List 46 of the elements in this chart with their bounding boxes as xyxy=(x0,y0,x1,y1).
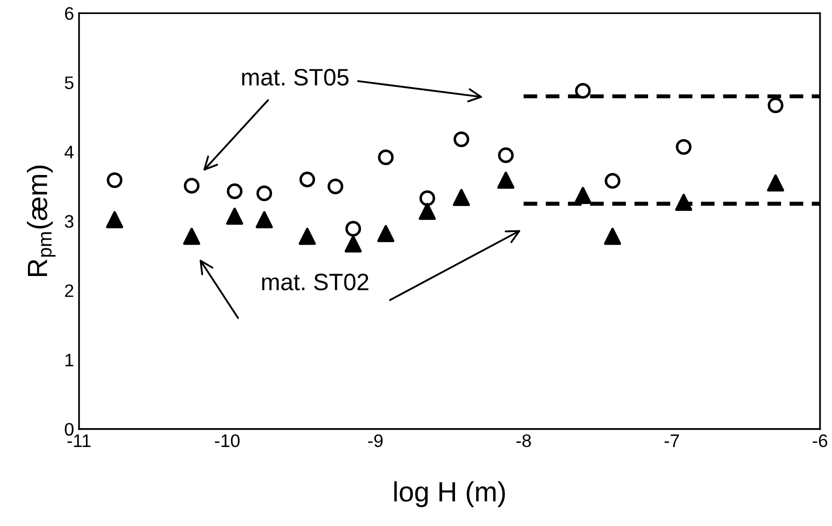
point xyxy=(454,131,470,148)
point xyxy=(419,190,436,206)
point xyxy=(575,82,591,99)
y-axis-title: R$_{pm}$(æm) xyxy=(26,166,56,276)
annotation: mat. ST05 xyxy=(242,68,349,86)
point xyxy=(345,220,362,237)
point xyxy=(344,235,362,252)
point xyxy=(604,173,620,189)
point xyxy=(299,172,316,188)
x-axis-title: log H (m) xyxy=(394,481,505,508)
y-tick-label: 4 xyxy=(64,146,74,158)
point xyxy=(256,211,273,228)
point xyxy=(767,174,784,192)
point xyxy=(106,211,124,228)
point xyxy=(497,172,514,189)
point xyxy=(184,178,200,194)
y-tick-label: 6 xyxy=(65,7,74,20)
point xyxy=(604,228,622,245)
point xyxy=(183,228,200,245)
point xyxy=(298,228,316,245)
point xyxy=(418,202,436,220)
y-tick-label: 2 xyxy=(65,284,74,297)
annotation: mat. ST02 xyxy=(262,274,368,290)
y-tick-label: 0 xyxy=(64,422,74,436)
point xyxy=(226,183,242,200)
point xyxy=(452,188,470,206)
y-tick-label: 1 xyxy=(66,354,74,366)
point xyxy=(768,97,784,114)
point xyxy=(377,225,394,242)
point xyxy=(498,147,514,164)
point xyxy=(256,186,272,202)
x-tick-label: -11 xyxy=(67,434,91,447)
point xyxy=(328,178,344,194)
y-tick-label: 3 xyxy=(64,215,74,228)
x-tick-label: -10 xyxy=(214,434,240,448)
point xyxy=(574,186,592,204)
point xyxy=(676,139,692,155)
point xyxy=(675,194,692,211)
y-tick-label: 5 xyxy=(64,76,74,90)
x-tick-label: -7 xyxy=(664,434,679,447)
x-tick-label: -6 xyxy=(812,434,828,448)
point xyxy=(378,149,394,166)
point xyxy=(226,208,244,225)
x-tick-label: -8 xyxy=(516,434,531,448)
point xyxy=(106,172,122,188)
x-tick-label: -9 xyxy=(368,434,383,448)
